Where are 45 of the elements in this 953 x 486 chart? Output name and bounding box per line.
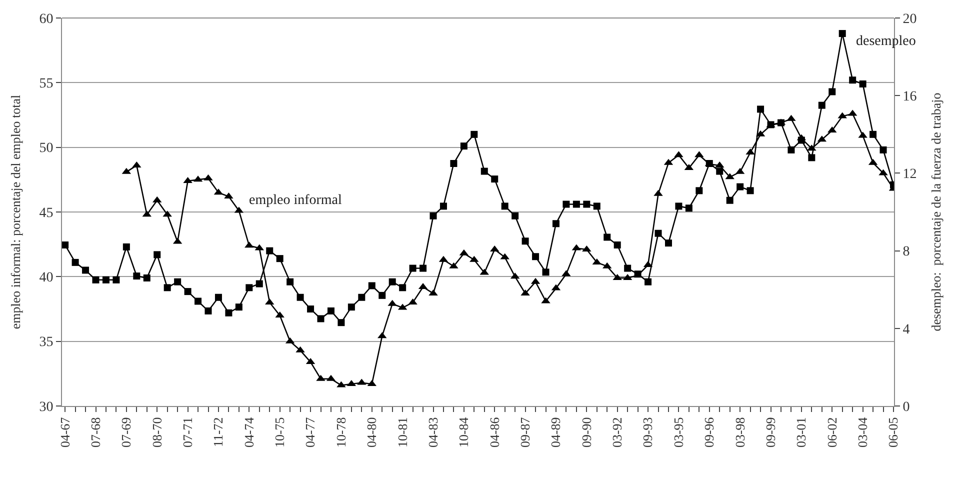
x-tick-label: 06-05	[886, 417, 901, 448]
y-tick-label: 50	[39, 141, 54, 156]
x-tick-label: 04-77	[302, 416, 318, 448]
x-tick-label: 10-84	[456, 416, 472, 448]
y-axis-title: empleo informal: porcentaje del empleo total	[8, 94, 24, 330]
y-tick-label: 45	[39, 206, 54, 221]
x-tick-label: 09-96	[702, 416, 717, 448]
x-tick-label: 04-80	[364, 417, 380, 448]
y-tick-label: 55	[39, 76, 54, 92]
x-tick-label: 09-90	[578, 417, 594, 448]
x-tick-label: 04-83	[425, 417, 440, 448]
x-tick-label: 04-86	[486, 416, 502, 448]
x-tick-label: 10-81	[394, 417, 410, 448]
y-tick-label: 60	[39, 12, 54, 27]
x-tick-label: 03-98	[732, 417, 748, 448]
y-tick-label: 30	[39, 400, 54, 415]
x-tick-label: 04-89	[548, 417, 564, 448]
x-tick-label: 11-72	[210, 417, 226, 448]
y-tick-label: 35	[39, 335, 54, 350]
x-tick-label: 07-71	[180, 417, 196, 448]
x-tick-label: 03-92	[610, 417, 625, 448]
x-tick-label: 09-87	[518, 416, 533, 448]
x-tick-label: 07-68	[88, 417, 103, 448]
y2-tick-label: 16	[902, 90, 917, 104]
y2-tick-label: 4	[902, 322, 910, 338]
x-tick-label: 07-69	[118, 417, 134, 448]
x-tick-label: 09-99	[762, 417, 778, 448]
x-tick-label: 04-67	[57, 416, 72, 448]
series-label: empleo informal	[249, 193, 342, 208]
x-tick-label: 03-04	[855, 416, 870, 448]
x-tick-label: 09-93	[640, 417, 656, 448]
x-tick-label: 03-01	[794, 417, 809, 448]
y2-axis-title: desempleo: porcentaje de la fuerza de trabajo	[928, 92, 944, 332]
y2-tick-label: 20	[902, 12, 917, 27]
x-tick-label: 03-95	[670, 417, 686, 448]
y2-tick-label: 8	[902, 244, 910, 260]
x-tick-label: 08-70	[149, 417, 164, 448]
y2-tick-label: 12	[902, 167, 917, 182]
x-tick-label: 04-74	[241, 416, 256, 448]
x-tick-label: 10-75	[272, 417, 288, 448]
series-label: desempleo	[856, 34, 916, 49]
x-tick-label: 10-78	[333, 417, 348, 448]
x-tick-label: 06-02	[824, 417, 840, 448]
y-tick-label: 40	[39, 270, 54, 286]
y2-tick-label: 0	[902, 400, 910, 415]
